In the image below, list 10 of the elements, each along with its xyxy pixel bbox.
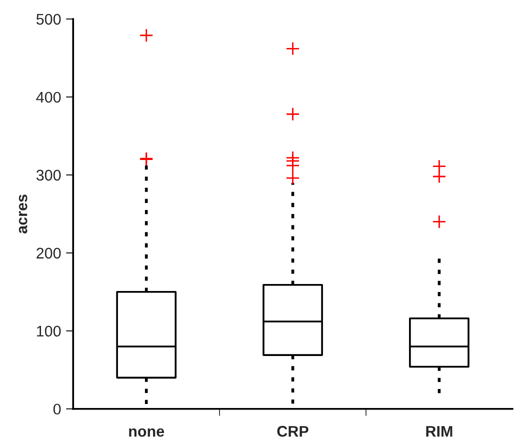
x-tick-label: none xyxy=(129,428,164,437)
x-tick-label: CRP xyxy=(277,426,308,437)
x-tick-label: RIM xyxy=(426,426,452,437)
y-tick-label: 200 xyxy=(36,248,61,259)
y-tick-label: 100 xyxy=(37,326,61,337)
y-tick-label: 500 xyxy=(36,14,61,25)
y-tick-label: 0 xyxy=(53,404,61,415)
y-tick-label: 300 xyxy=(36,170,61,181)
y-tick-label: 400 xyxy=(36,92,61,103)
y-axis-title: acres xyxy=(18,194,28,234)
